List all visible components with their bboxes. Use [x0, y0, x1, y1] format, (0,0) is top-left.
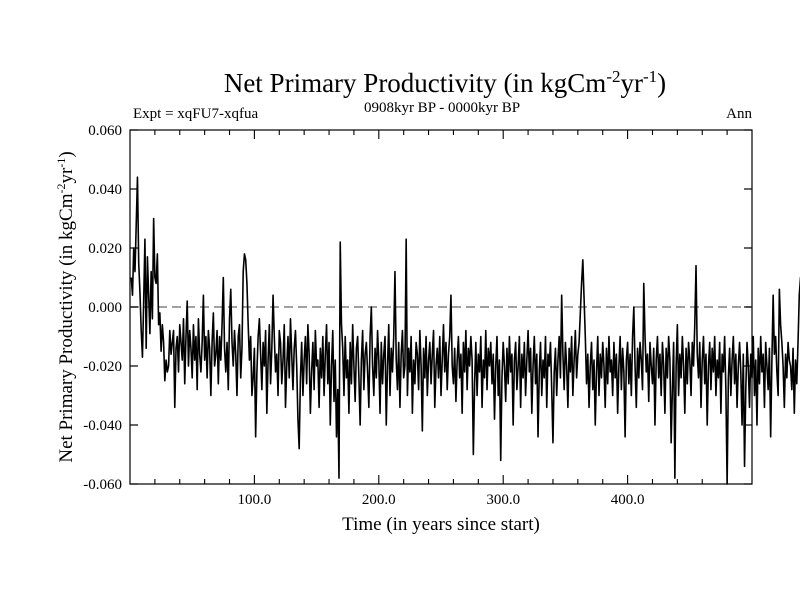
x-tick-label-0: 100.0	[238, 492, 272, 508]
season-label: Ann	[726, 106, 752, 122]
y-tick-label-0: 0.060	[88, 123, 122, 139]
y-tick-label-3: 0.000	[88, 300, 122, 316]
y-tick-label-5: -0.040	[83, 418, 122, 434]
chart-title: Net Primary Productivity (in kgCm-2yr-1)	[224, 67, 666, 98]
x-tick-label-3: 400.0	[611, 492, 645, 508]
y-tick-label-2: 0.020	[88, 241, 122, 257]
y-axis-ticks: 0.060 0.040 0.020 0.000 -0.020 -0.040 -0.060	[83, 123, 752, 493]
y-tick-label-4: -0.020	[83, 359, 122, 375]
x-tick-label-1: 200.0	[362, 492, 396, 508]
y-axis-label: Net Primary Productivity (in kgCm-2yr-1)	[54, 151, 77, 462]
x-axis-ticks: 100.0 200.0 300.0 400.0	[154, 130, 728, 508]
x-axis-label: Time (in years since start)	[342, 514, 540, 535]
y-tick-label-1: 0.040	[88, 182, 122, 198]
experiment-label: Expt = xqFU7-xqfua	[133, 106, 258, 122]
x-tick-label-2: 300.0	[486, 492, 520, 508]
y-tick-label-6: -0.060	[83, 477, 122, 493]
series-line-npp	[130, 176, 800, 485]
time-range-label: 0908kyr BP - 0000kyr BP	[364, 100, 520, 116]
